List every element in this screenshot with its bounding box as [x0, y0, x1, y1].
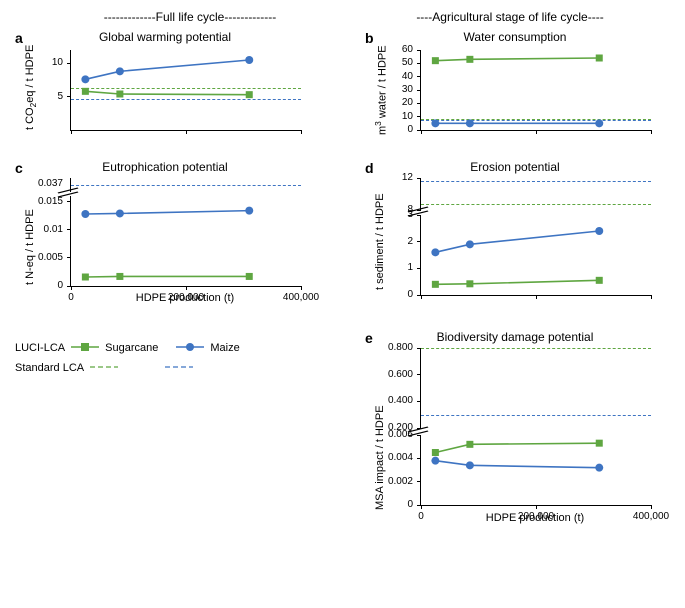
ytick-label: 10: [21, 57, 63, 68]
ytick-label: 0.200: [371, 422, 413, 433]
plot-e-high: 0.2000.4000.6000.800: [420, 348, 651, 428]
panel-title-b: Water consumption: [360, 30, 670, 44]
panel-b: b Water consumption m3 water / t HDPE 01…: [360, 30, 670, 140]
legend-luci-label: LUCI-LCA: [15, 342, 65, 354]
ytick-label: 0.002: [371, 476, 413, 487]
ytick-label: 2: [371, 236, 413, 247]
legend-maize-label: Maize: [210, 342, 239, 354]
plot-d-low: 0123: [420, 215, 651, 296]
ytick-label: 0: [371, 499, 413, 510]
legend: LUCI-LCA Sugarcane Maize Standard LCA: [15, 340, 240, 380]
panel-title-a: Global warming potential: [10, 30, 320, 44]
std-line: [421, 348, 651, 349]
legend-sugarcane-line-icon: [71, 341, 99, 356]
legend-maize-line-icon: [176, 341, 204, 356]
section-header-right: ----Agricultural stage of life cycle----: [380, 10, 640, 24]
ytick-label: 0.005: [21, 252, 63, 263]
ytick-label: 0.600: [371, 369, 413, 380]
figure-root: -------------Full life cycle------------…: [10, 10, 675, 598]
std-line: [421, 415, 651, 416]
ytick-label: 20: [371, 97, 413, 108]
ytick-label: 12: [371, 172, 413, 183]
plot-c-high: 0.037: [70, 178, 301, 192]
ytick-label: 40: [371, 71, 413, 82]
ytick-label: 0: [371, 289, 413, 300]
panel-c: c Eutrophication potential t N-eq / t HD…: [10, 160, 320, 310]
ytick-label: 0: [21, 280, 63, 291]
section-header-left: -------------Full life cycle------------…: [60, 10, 320, 24]
legend-std-label: Standard LCA: [15, 362, 84, 374]
ytick-label: 1: [371, 262, 413, 273]
ytick-label: 0.037: [21, 178, 63, 189]
series-maize: [421, 215, 651, 295]
series-maize: [71, 196, 301, 286]
panel-a: a Global warming potential t CO2eq / t H…: [10, 30, 320, 140]
ytick-label: 0.004: [371, 452, 413, 463]
ytick-label: 5: [21, 91, 63, 102]
plot-c: 00.0050.010.0150200,000400,000: [70, 196, 301, 287]
ytick-label: 60: [371, 44, 413, 55]
axis-break-icon: [414, 209, 434, 222]
panel-d: d Erosion potential t sediment / t HDPE …: [360, 160, 670, 310]
plot-a: 510: [70, 50, 301, 131]
ytick-label: 0.400: [371, 395, 413, 406]
ylabel-c: t N-eq / t HDPE: [24, 209, 36, 285]
plot-b: 0102030405060: [420, 50, 651, 131]
legend-sugarcane-label: Sugarcane: [105, 342, 158, 354]
ytick-label: 0.01: [21, 224, 63, 235]
ytick-label: 30: [371, 84, 413, 95]
std-line: [421, 181, 651, 182]
ytick-label: 10: [371, 111, 413, 122]
axis-break-icon: [414, 429, 434, 442]
series-maize: [421, 435, 651, 505]
legend-sugarcane-dash-icon: [90, 361, 118, 376]
legend-maize-dash-icon: [165, 361, 193, 376]
xlabel-c: HDPE production (t): [70, 292, 300, 304]
panel-e: e Biodiversity damage potential MSA impa…: [360, 330, 670, 560]
xlabel-e: HDPE production (t): [420, 512, 650, 524]
ytick-label: 0: [371, 124, 413, 135]
ytick-label: 8: [371, 204, 413, 215]
series-maize: [71, 50, 301, 130]
ytick-label: 0.800: [371, 342, 413, 353]
ytick-label: 50: [371, 57, 413, 68]
plot-e-low: 00.0020.0040.0060200,000400,000: [420, 435, 651, 506]
ytick-label: 0.015: [21, 196, 63, 207]
series-maize: [421, 50, 651, 130]
std-line: [421, 204, 651, 205]
std-line: [71, 185, 301, 186]
panel-title-c: Eutrophication potential: [10, 160, 320, 174]
plot-d-high: 812: [420, 178, 651, 210]
